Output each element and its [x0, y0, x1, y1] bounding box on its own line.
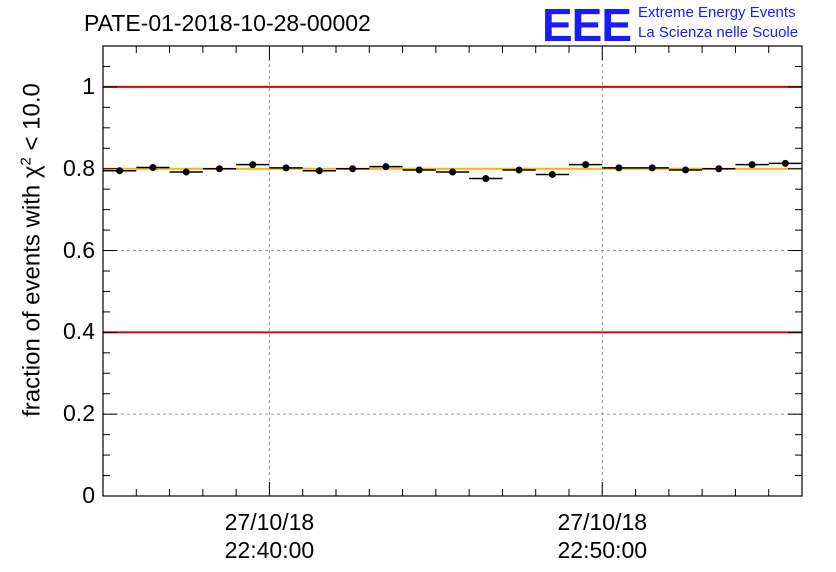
- data-point: [648, 164, 656, 172]
- data-points: [103, 159, 802, 183]
- logo-tagline-1: Extreme Energy Events: [638, 4, 796, 21]
- data-point: [349, 165, 357, 173]
- data-point: [182, 168, 190, 176]
- data-point: [315, 167, 323, 175]
- chart-title: PATE-01-2018-10-28-00002: [84, 10, 371, 36]
- data-point: [249, 161, 257, 169]
- data-point: [282, 164, 290, 172]
- y-tick-label: 0.6: [63, 236, 95, 263]
- eee-logo: EEE: [542, 0, 632, 51]
- data-point: [415, 166, 423, 174]
- axes: [102, 45, 803, 497]
- data-point: [515, 166, 523, 174]
- data-point: [715, 165, 723, 173]
- x-tick-label: 27/10/18 22:40:00: [199, 508, 339, 564]
- y-tick-label: 0.2: [63, 400, 95, 427]
- x-tick-label: 27/10/18 22:50:00: [532, 508, 672, 564]
- data-point: [748, 161, 756, 169]
- y-tick-label: 0.4: [63, 318, 95, 345]
- x-tick-time: 22:40:00: [224, 537, 315, 563]
- data-point: [382, 163, 390, 171]
- y-tick-label: 0.8: [63, 154, 95, 181]
- x-tick-time: 22:50:00: [557, 537, 648, 563]
- reference-lines: [103, 85, 802, 334]
- plot-frame: [102, 45, 803, 497]
- y-tick-label: 0: [82, 482, 95, 508]
- data-point: [682, 166, 689, 174]
- x-tick-date: 27/10/18: [557, 509, 648, 535]
- data-point: [449, 168, 456, 176]
- grid: [103, 46, 802, 496]
- y-tick-label: 1: [82, 72, 95, 99]
- data-point: [781, 159, 789, 167]
- data-point: [482, 175, 490, 183]
- logo-tagline-2: La Scienza nelle Scuole: [638, 24, 799, 41]
- data-point: [149, 164, 157, 171]
- data-point: [582, 161, 590, 169]
- data-point: [548, 170, 556, 178]
- x-tick-date: 27/10/18: [224, 509, 315, 535]
- data-point: [615, 164, 623, 172]
- data-point: [216, 165, 223, 173]
- data-point: [116, 167, 124, 175]
